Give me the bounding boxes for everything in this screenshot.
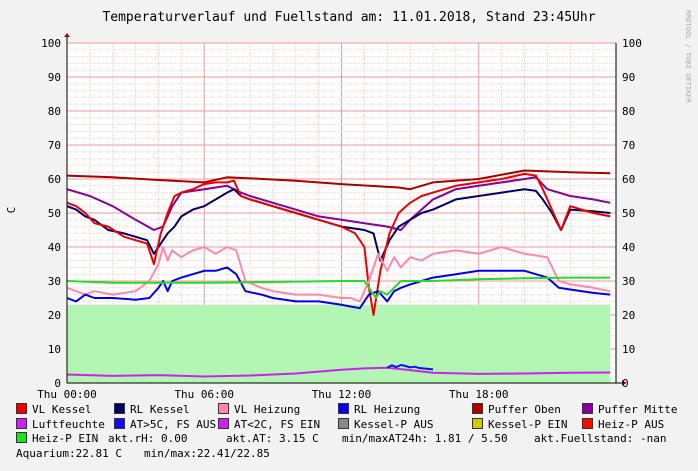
y-tick-label-right: 50 bbox=[622, 207, 635, 220]
legend-swatch bbox=[582, 403, 593, 414]
legend-item: Luftfeuchte bbox=[16, 418, 105, 431]
stat-minmax-24h: min/maxAT24h: 1.81 / 5.50 bbox=[342, 432, 508, 445]
legend-item: Kessel-P AUS bbox=[338, 418, 433, 431]
legend-label: Heiz-P EIN bbox=[32, 432, 99, 445]
legend-swatch bbox=[338, 418, 349, 429]
y-tick-label: 80 bbox=[48, 105, 61, 118]
legend-item: AT>5C, FS AUS bbox=[114, 418, 216, 431]
legend-item: Heiz-P AUS bbox=[582, 418, 664, 431]
x-tick-label: Thu 06:00 bbox=[174, 388, 234, 401]
stat-rh: akt.rH: 0.00 bbox=[108, 432, 188, 445]
legend-swatch bbox=[472, 403, 483, 414]
series-line-puffer-oben bbox=[66, 169, 611, 191]
y-tick-label-right: 30 bbox=[622, 275, 635, 288]
legend-label: Luftfeuchte bbox=[32, 418, 105, 431]
legend-item: VL Kessel bbox=[16, 403, 92, 416]
legend-label: Heiz-P AUS bbox=[598, 418, 665, 431]
y-tick-label-right: 90 bbox=[622, 71, 635, 84]
watermark: RRDTOOL / TOBI OETIKER bbox=[684, 10, 692, 104]
legend-swatch bbox=[16, 403, 27, 414]
y-tick-label-right: 10 bbox=[622, 343, 635, 356]
legend-item: Puffer Oben bbox=[472, 403, 561, 416]
chart-title: Temperaturverlauf und Fuellstand am: 11.… bbox=[102, 10, 595, 25]
legend-label: RL Kessel bbox=[130, 403, 190, 416]
series-line-vl-heizung bbox=[66, 246, 611, 303]
legend-swatch bbox=[114, 403, 125, 414]
y-tick-label-right: 80 bbox=[622, 105, 635, 118]
x-tick-label: Thu 12:00 bbox=[312, 388, 372, 401]
y-tick-label-right: 70 bbox=[622, 139, 635, 152]
legend-label: AT>5C, FS AUS bbox=[130, 418, 217, 431]
legend-label: Puffer Oben bbox=[488, 403, 561, 416]
y-tick-label: 90 bbox=[48, 71, 61, 84]
legend-swatch bbox=[114, 418, 125, 429]
legend-item: RL Kessel bbox=[114, 403, 190, 416]
y-tick-label: 30 bbox=[48, 275, 61, 288]
legend-item: AT<2C, FS EIN bbox=[218, 418, 320, 431]
stat-at: akt.AT: 3.15 C bbox=[226, 432, 319, 445]
series-line-at-5c-fs-aus bbox=[386, 363, 434, 371]
legend-item: VL Heizung bbox=[218, 403, 300, 416]
x-axis-arrow bbox=[622, 380, 626, 386]
legend-label: Puffer Mitte bbox=[598, 403, 678, 416]
series-line-puffer-mitte bbox=[66, 176, 611, 231]
axes: 0 0 10 10 20 20 30 30 40 40 50 50 60 60 70 70 80 80 90 90 10… bbox=[37, 33, 642, 401]
legend-label: Kessel-P AUS bbox=[354, 418, 434, 431]
legend-swatch bbox=[16, 418, 27, 429]
legend-swatch bbox=[582, 418, 593, 429]
y-tick-label-right: 60 bbox=[622, 173, 635, 186]
y-axis-arrow bbox=[64, 33, 70, 37]
series-line-rl-heizung bbox=[66, 266, 611, 310]
legend-item: Kessel-P EIN bbox=[472, 418, 567, 431]
legend-swatch bbox=[218, 403, 229, 414]
stat-fuellstand: akt.Fuellstand: -nan bbox=[534, 432, 667, 445]
legend-item: Puffer Mitte bbox=[582, 403, 677, 416]
series-line-vl-kessel bbox=[66, 172, 611, 316]
series-layer bbox=[66, 169, 611, 383]
series-line-luftfeuchte bbox=[66, 366, 611, 378]
series-area-heiz-p-ein bbox=[67, 304, 611, 383]
legend-label: Kessel-P EIN bbox=[488, 418, 568, 431]
y-tick-label: 20 bbox=[48, 309, 61, 322]
legend-item: RL Heizung bbox=[338, 403, 420, 416]
y-tick-label: 10 bbox=[48, 343, 61, 356]
y-tick-label: 50 bbox=[48, 207, 61, 220]
y-tick-label: 70 bbox=[48, 139, 61, 152]
y-tick-label: 40 bbox=[48, 241, 61, 254]
legend-swatch bbox=[16, 432, 27, 443]
legend-label: VL Heizung bbox=[234, 403, 301, 416]
y-tick-label-right: 100 bbox=[622, 37, 642, 50]
series-line-heiz-p-ein bbox=[66, 276, 611, 299]
y-tick-label: 0 bbox=[54, 377, 61, 390]
legend-swatch bbox=[218, 418, 229, 429]
y-tick-label: 100 bbox=[41, 37, 61, 50]
y-axis-label: C bbox=[5, 207, 18, 214]
legend-label: AT<2C, FS EIN bbox=[234, 418, 321, 431]
stat-aquarium-minmax: min/max:22.41/22.85 bbox=[144, 447, 270, 460]
y-tick-label-right: 0 bbox=[622, 377, 629, 390]
y-tick-label: 60 bbox=[48, 173, 61, 186]
x-tick-label: Thu 00:00 bbox=[37, 388, 97, 401]
x-tick-label: Thu 18:00 bbox=[449, 388, 509, 401]
stat-aquarium: Aquarium:22.81 C bbox=[16, 447, 122, 460]
legend-swatch bbox=[338, 403, 349, 414]
legend-item: Heiz-P EIN bbox=[16, 432, 98, 445]
y-tick-label-right: 20 bbox=[622, 309, 635, 322]
legend-label: RL Heizung bbox=[354, 403, 421, 416]
legend-label: VL Kessel bbox=[32, 403, 92, 416]
legend-swatch bbox=[472, 418, 483, 429]
y-tick-label-right: 40 bbox=[622, 241, 635, 254]
